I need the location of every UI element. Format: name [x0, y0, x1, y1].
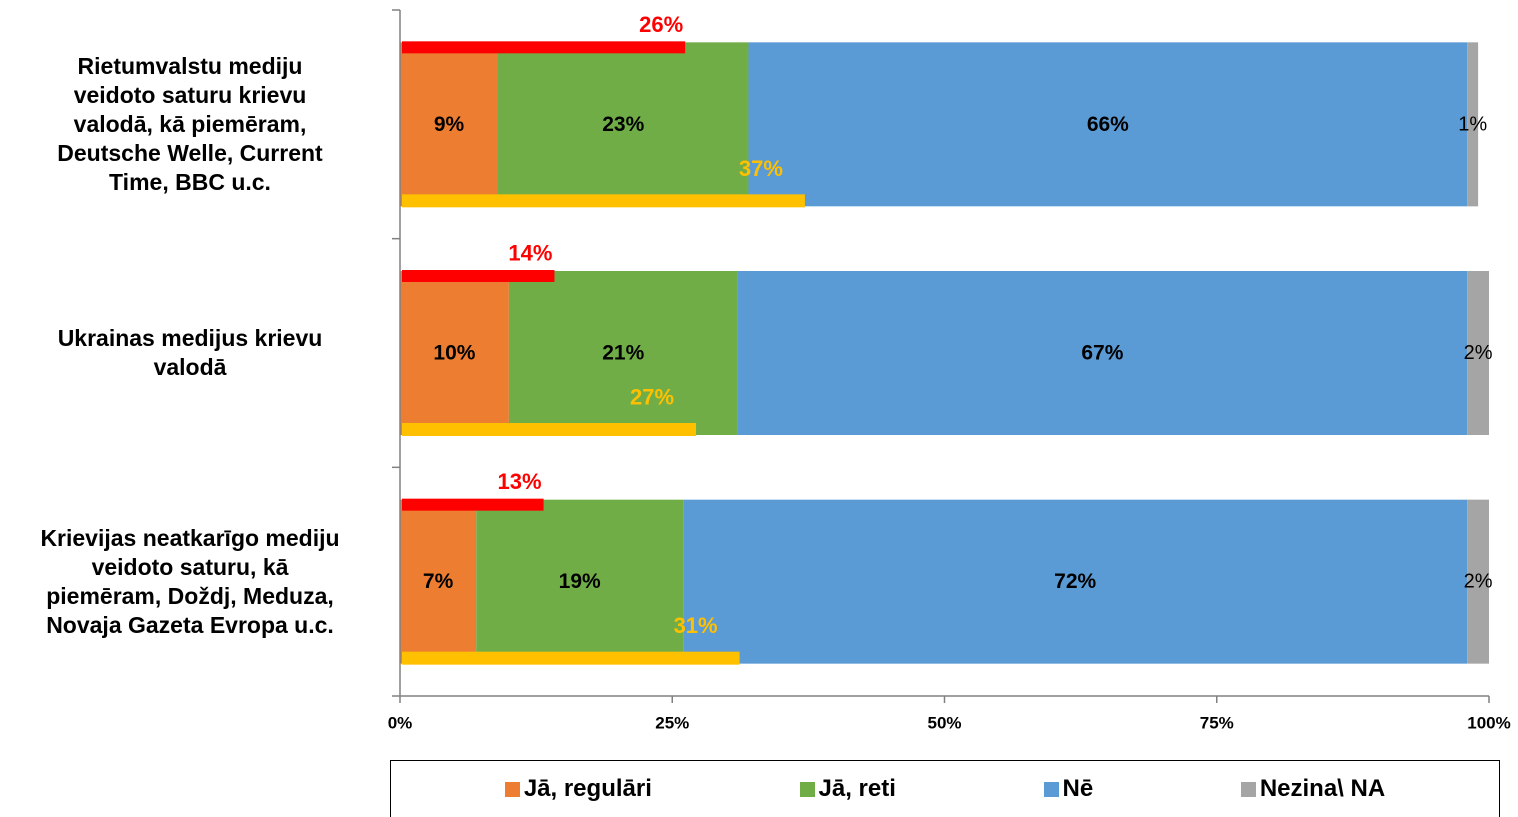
overlay-label: 27%	[630, 385, 674, 410]
overlay-label: 13%	[498, 469, 542, 494]
bar-segment	[498, 42, 749, 207]
bar-segment	[1467, 499, 1489, 664]
legend: Jā, regulāri Jā, reti Nē Nezina\ NA	[390, 760, 1500, 817]
bar-segment	[400, 499, 477, 664]
category-label-line: veidoto saturu, kā	[91, 553, 289, 580]
overlay-bar	[402, 41, 686, 54]
overlay-bar	[402, 270, 555, 282]
data-label: 2%	[1464, 571, 1493, 593]
bar-segment	[1467, 271, 1489, 435]
legend-label: Jā, regulāri	[523, 775, 652, 802]
data-label: 10%	[433, 342, 475, 365]
data-label: 2%	[1464, 342, 1493, 364]
data-label: 7%	[423, 570, 454, 593]
overlay-bar	[402, 194, 805, 208]
legend-swatch	[1043, 781, 1059, 797]
overlay-bar	[402, 498, 544, 511]
category-label-line: Time, BBC u.c.	[109, 168, 271, 195]
bar-segment	[476, 499, 684, 664]
x-tick-label: 75%	[1200, 714, 1234, 733]
legend-label: Nē	[1062, 775, 1094, 802]
data-label: 23%	[602, 113, 644, 136]
overlay-bar	[402, 651, 740, 665]
legend-swatch	[799, 781, 815, 797]
legend-item: Nezina\ NA	[1240, 775, 1386, 803]
category-label-line: valodā, kā piemēram,	[73, 110, 307, 137]
x-tick-label: 100%	[1467, 714, 1510, 733]
legend-swatch	[1240, 781, 1256, 797]
legend-swatch	[504, 781, 520, 797]
bar-segment	[683, 499, 1468, 664]
legend-item: Nē	[1043, 775, 1094, 803]
overlay-label: 37%	[739, 156, 783, 181]
overlay-label: 14%	[508, 241, 552, 266]
category-label-line: valodā	[153, 354, 227, 380]
category-label: Krievijas neatkarīgo mediju veidoto satur…	[0, 524, 380, 640]
bar-segment	[400, 42, 499, 207]
category-label-line: piemēram, Doždj, Meduza,	[46, 582, 334, 609]
overlay-label: 26%	[639, 12, 683, 37]
category-label: Rietumvalstu mediju veidoto saturu krievu…	[0, 52, 380, 197]
category-label-line: Deutsche Welle, Current	[57, 139, 323, 166]
category-label-line: Rietumvalstu mediju	[77, 52, 303, 79]
legend-item: Jā, regulāri	[504, 775, 652, 803]
data-label: 72%	[1054, 570, 1096, 593]
overlay-label: 31%	[674, 613, 718, 638]
bar-segment	[400, 271, 509, 435]
category-label-line: Ukrainas medijus krievu	[57, 325, 323, 351]
category-label: Ukrainas medijus krievu valodā	[0, 324, 380, 382]
bar-segment	[508, 271, 738, 435]
x-tick-label: 50%	[927, 714, 961, 733]
data-label: 66%	[1087, 113, 1129, 136]
data-label: 1%	[1458, 113, 1487, 135]
data-label: 9%	[434, 113, 465, 136]
bar-segment	[737, 271, 1468, 435]
x-tick-label: 25%	[655, 714, 689, 733]
legend-label: Nezina\ NA	[1259, 775, 1386, 802]
overlay-bar	[402, 423, 697, 436]
legend-label: Jā, reti	[818, 775, 896, 802]
data-label: 19%	[559, 570, 601, 593]
legend-item: Jā, reti	[799, 775, 896, 803]
bar-segment	[1467, 42, 1479, 207]
data-label: 21%	[602, 342, 644, 365]
category-label-line: veidoto saturu krievu	[73, 81, 307, 108]
data-label: 67%	[1081, 342, 1123, 365]
x-tick-label: 0%	[388, 714, 413, 733]
category-label-line: Novaja Gazeta Evropa u.c.	[46, 611, 334, 638]
bar-segment	[748, 42, 1468, 207]
category-label-line: Krievijas neatkarīgo mediju	[40, 524, 340, 551]
stacked-bar-chart: 9% 23% 66% 1% 26% 37% 10% 21% 67% 2% 14% 27% 7% 19% 72…	[388, 9, 1511, 733]
